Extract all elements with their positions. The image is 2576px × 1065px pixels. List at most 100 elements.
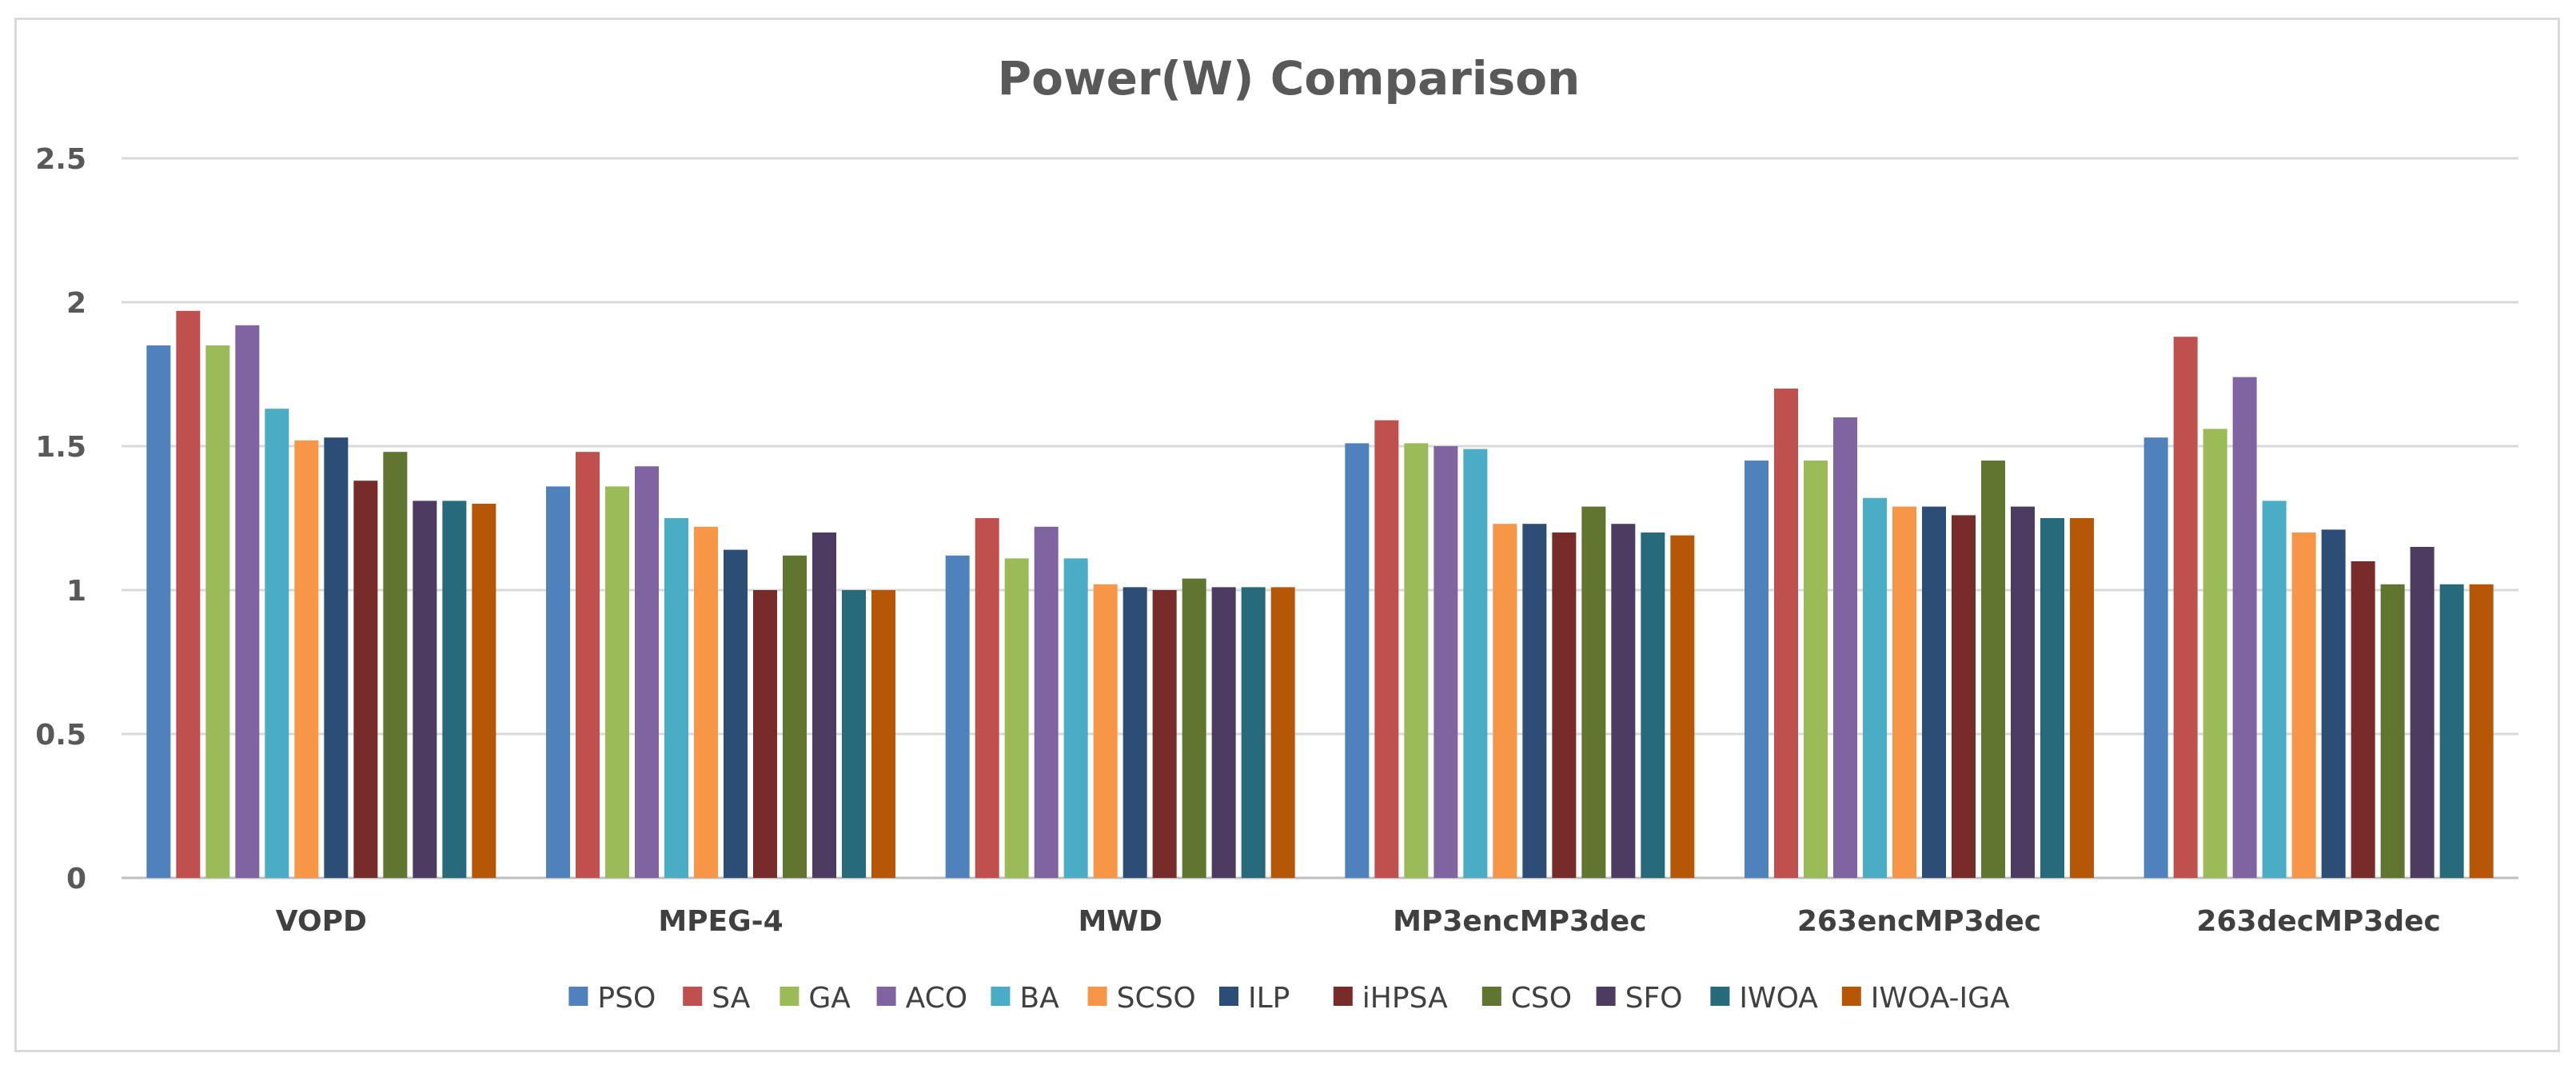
bar-SA-263encMP3dec — [1774, 389, 1798, 878]
bar-CSO-MPEG-4 — [783, 555, 807, 878]
bar-ACO-VOPD — [235, 325, 260, 878]
legend-label: PSO — [597, 982, 656, 1015]
legend-item-iHPSA: iHPSA — [1333, 982, 1448, 1015]
bar-SFO-263encMP3dec — [2011, 506, 2035, 878]
bar-iHPSA-MPEG-4 — [753, 590, 777, 878]
bar-ACO-263encMP3dec — [1833, 417, 1857, 878]
legend-label: iHPSA — [1362, 982, 1448, 1015]
legend-swatch — [1087, 987, 1107, 1006]
chart-frame — [14, 18, 2560, 1052]
bar-SA-MP3encMP3dec — [1374, 420, 1399, 878]
x-tick-label: VOPD — [276, 905, 367, 938]
legend-label: GA — [808, 982, 851, 1015]
bar-IWOA-263encMP3dec — [2040, 518, 2064, 878]
legend-label: CSO — [1511, 982, 1572, 1015]
legend-item-SCSO: SCSO — [1087, 982, 1196, 1015]
legend-label: SCSO — [1117, 982, 1196, 1015]
bar-GA-263encMP3dec — [1804, 461, 1828, 878]
y-tick-label: 1.5 — [35, 431, 86, 464]
bar-ACO-MWD — [1034, 526, 1059, 878]
y-axis-ticks: 0 0.5 1 1.5 2 2.5 — [35, 143, 86, 895]
gridlines — [122, 157, 2518, 880]
bars — [146, 310, 2494, 879]
legend: PSO SA GA ACO BA SCSO ILP iHPSA CSO SFO IWOA IWOA-I… — [568, 982, 2010, 1015]
legend-item-SFO: SFO — [1596, 982, 1683, 1015]
legend-item-BA: BA — [991, 982, 1059, 1015]
x-tick-label: MPEG-4 — [658, 905, 783, 938]
legend-item-ACO: ACO — [876, 982, 967, 1015]
legend-label: SFO — [1625, 982, 1683, 1015]
bar-PSO-263encMP3dec — [1745, 461, 1769, 878]
bar-ILP-MWD — [1123, 587, 1147, 878]
bar-ACO-MPEG-4 — [635, 466, 659, 878]
legend-item-SA: SA — [683, 982, 751, 1015]
bar-iHPSA-263encMP3dec — [1952, 515, 1976, 878]
bar-iHPSA-VOPD — [353, 481, 378, 878]
bar-SCSO-MPEG-4 — [694, 526, 718, 878]
legend-swatch — [1219, 987, 1238, 1006]
legend-label: ILP — [1248, 982, 1290, 1015]
bar-IWOA-VOPD — [442, 501, 467, 878]
legend-item-CSO: CSO — [1481, 982, 1572, 1015]
bar-IWOA-IGA-MPEG-4 — [871, 590, 895, 878]
legend-swatch — [1481, 987, 1501, 1006]
bar-group-263decMP3dec — [2143, 337, 2494, 879]
bar-SCSO-263decMP3dec — [2291, 532, 2316, 878]
legend-swatch — [1841, 987, 1861, 1006]
legend-swatch — [876, 987, 896, 1006]
bar-SCSO-MWD — [1093, 584, 1118, 878]
bar-BA-263encMP3dec — [1863, 497, 1887, 878]
legend-swatch — [683, 987, 703, 1006]
bar-ACO-MP3encMP3dec — [1434, 446, 1458, 878]
legend-swatch — [1710, 987, 1730, 1006]
legend-label: SA — [712, 982, 751, 1015]
bar-ILP-MPEG-4 — [724, 549, 748, 878]
bar-GA-MPEG-4 — [605, 486, 629, 878]
bar-IWOA-IGA-263encMP3dec — [2070, 518, 2094, 878]
bar-ILP-263encMP3dec — [1922, 506, 1946, 878]
bar-SCSO-MP3encMP3dec — [1493, 524, 1517, 878]
bar-IWOA-MP3encMP3dec — [1641, 532, 1665, 878]
bar-IWOA-263decMP3dec — [2439, 584, 2464, 878]
x-axis-ticks: VOPD MPEG-4 MWD MP3encMP3dec 263encMP3dec 263… — [276, 905, 2441, 938]
bar-ILP-263decMP3dec — [2321, 529, 2346, 878]
chart-title: Power(W) Comparison — [998, 51, 1581, 106]
bar-PSO-VOPD — [146, 345, 171, 878]
bar-SFO-MP3encMP3dec — [1611, 524, 1636, 878]
bar-SFO-VOPD — [413, 501, 437, 878]
bar-SA-MWD — [975, 518, 999, 878]
y-tick-label: 2 — [66, 287, 86, 320]
y-tick-label: 2.5 — [35, 143, 86, 176]
bar-BA-MPEG-4 — [664, 518, 688, 878]
x-tick-label: 263decMP3dec — [2196, 905, 2440, 938]
bar-IWOA-IGA-MP3encMP3dec — [1670, 535, 1695, 878]
bar-GA-VOPD — [205, 345, 230, 878]
bar-PSO-MWD — [945, 555, 970, 878]
bar-CSO-263encMP3dec — [1981, 461, 2005, 878]
legend-label: IWOA-IGA — [1871, 982, 2010, 1015]
y-tick-label: 0.5 — [35, 719, 86, 752]
bar-PSO-MP3encMP3dec — [1345, 443, 1370, 878]
legend-swatch — [1596, 987, 1616, 1006]
x-tick-label: MWD — [1078, 905, 1162, 938]
bar-group-MPEG-4 — [546, 452, 895, 878]
bar-ILP-VOPD — [324, 437, 349, 878]
bar-ILP-MP3encMP3dec — [1522, 524, 1547, 878]
bar-GA-MWD — [1004, 558, 1029, 878]
bar-CSO-VOPD — [383, 452, 408, 878]
bar-CSO-MWD — [1182, 578, 1206, 878]
legend-item-PSO: PSO — [568, 982, 656, 1015]
legend-item-IWOA: IWOA — [1710, 982, 1818, 1015]
bar-PSO-MPEG-4 — [546, 486, 570, 878]
bar-GA-MP3encMP3dec — [1404, 443, 1429, 878]
y-tick-label: 1 — [66, 575, 86, 608]
bar-group-MP3encMP3dec — [1345, 420, 1695, 878]
bar-iHPSA-MP3encMP3dec — [1552, 532, 1577, 878]
legend-item-GA: GA — [780, 982, 851, 1015]
bar-SA-263decMP3dec — [2173, 337, 2198, 878]
legend-swatch — [780, 987, 800, 1006]
legend-swatch — [991, 987, 1011, 1006]
legend-label: IWOA — [1739, 982, 1818, 1015]
bar-PSO-263decMP3dec — [2143, 437, 2168, 878]
